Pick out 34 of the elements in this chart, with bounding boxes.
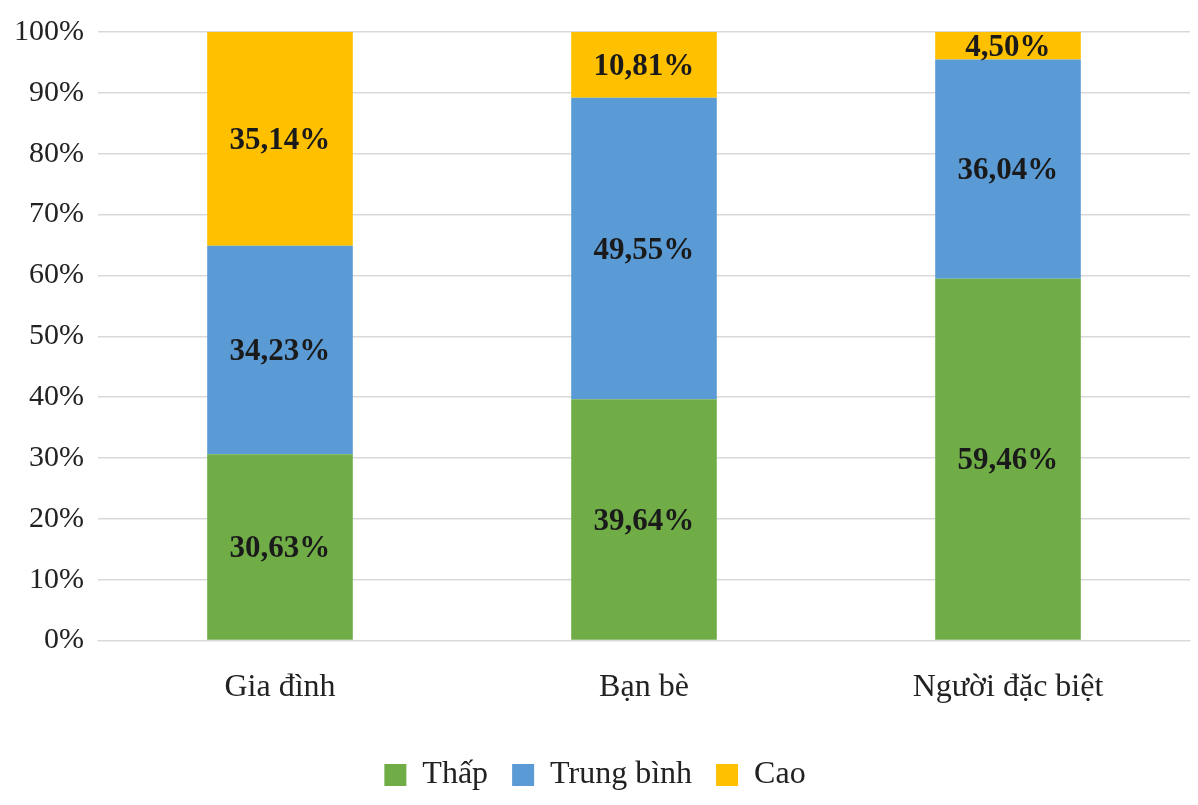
bar bbox=[207, 32, 353, 246]
y-tick-label: 60% bbox=[28, 256, 84, 290]
data-label: 35,14% bbox=[229, 120, 331, 156]
y-tick-label: 30% bbox=[28, 438, 84, 472]
bar bbox=[935, 59, 1081, 279]
y-tick-label: 80% bbox=[28, 134, 84, 168]
y-tick-label: 10% bbox=[28, 560, 84, 594]
data-label: 10,81% bbox=[593, 46, 695, 82]
y-tick-label: 40% bbox=[28, 378, 84, 412]
data-label: 36,04% bbox=[957, 151, 1059, 187]
x-tick-label: Người đặc biệt bbox=[912, 667, 1104, 704]
y-tick-label: 50% bbox=[28, 317, 84, 351]
legend-label: Thấp bbox=[422, 754, 489, 791]
data-label: 4,50% bbox=[965, 27, 1051, 63]
y-tick-label: 90% bbox=[28, 73, 84, 107]
y-tick-label: 20% bbox=[28, 499, 84, 533]
bar bbox=[207, 245, 353, 455]
data-label: 49,55% bbox=[593, 230, 695, 266]
legend-label: Cao bbox=[754, 754, 806, 791]
x-tick-label: Bạn bè bbox=[599, 667, 689, 704]
y-tick-label: 0% bbox=[43, 621, 84, 655]
bar bbox=[935, 278, 1081, 640]
data-label: 39,64% bbox=[593, 501, 695, 537]
y-tick-label: 100% bbox=[13, 12, 84, 46]
bar bbox=[207, 454, 353, 640]
bar bbox=[571, 97, 717, 400]
bar bbox=[571, 399, 717, 640]
data-label: 34,23% bbox=[229, 332, 331, 368]
x-tick-label: Gia đình bbox=[224, 667, 336, 704]
data-label: 59,46% bbox=[957, 441, 1059, 477]
y-tick-label: 70% bbox=[28, 195, 84, 229]
legend-label: Trung bình bbox=[550, 754, 693, 791]
bar bbox=[571, 32, 717, 98]
data-label: 30,63% bbox=[229, 529, 331, 565]
